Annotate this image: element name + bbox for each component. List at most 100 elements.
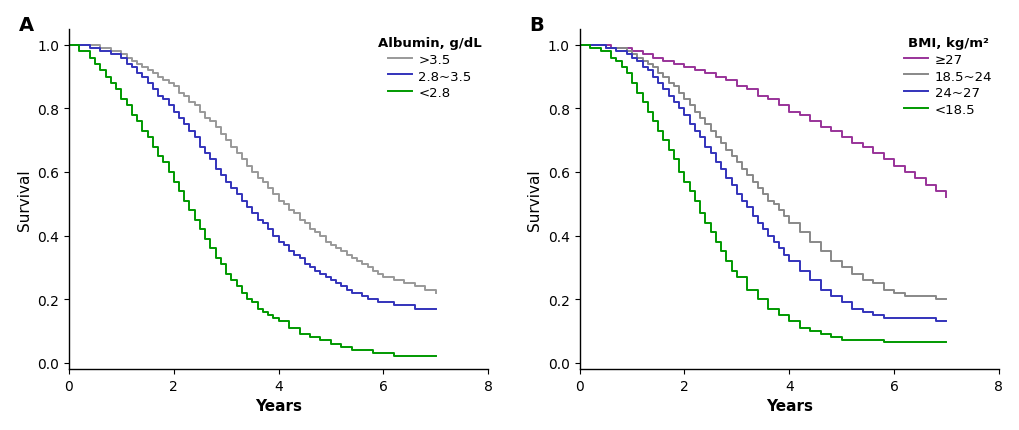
<2.8 <box>240 297 253 302</box>
<18.5 <box>803 329 815 334</box>
≥27 <box>856 144 868 150</box>
18.5~24 <box>656 75 668 80</box>
Line: <2.8: <2.8 <box>69 46 435 356</box>
<18.5 <box>845 338 857 343</box>
<2.8 <box>63 43 75 48</box>
>3.5 <box>63 43 75 48</box>
2.8~3.5 <box>409 306 421 311</box>
≥27 <box>614 46 627 52</box>
≥27 <box>594 43 606 48</box>
≥27 <box>646 56 658 61</box>
Line: 24~27: 24~27 <box>579 46 946 322</box>
≥27 <box>918 183 930 188</box>
X-axis label: Years: Years <box>255 399 302 413</box>
≥27 <box>929 189 942 194</box>
≥27 <box>730 84 742 89</box>
<18.5 <box>699 221 711 226</box>
≥27 <box>866 151 878 156</box>
<18.5 <box>876 340 889 345</box>
24~27 <box>929 319 942 324</box>
<18.5 <box>898 340 910 345</box>
<18.5 <box>662 148 675 153</box>
2.8~3.5 <box>147 88 159 93</box>
Legend: >3.5, 2.8~3.5, <2.8: >3.5, 2.8~3.5, <2.8 <box>377 37 481 100</box>
≥27 <box>709 75 721 80</box>
≥27 <box>751 94 763 99</box>
24~27 <box>573 43 585 48</box>
≥27 <box>898 170 910 175</box>
Line: 2.8~3.5: 2.8~3.5 <box>69 46 435 309</box>
<2.8 <box>429 354 441 359</box>
≥27 <box>636 52 648 58</box>
<18.5 <box>621 72 633 77</box>
Line: 18.5~24: 18.5~24 <box>579 46 946 299</box>
≥27 <box>667 62 680 68</box>
24~27 <box>940 319 952 324</box>
24~27 <box>683 123 695 128</box>
<18.5 <box>918 340 930 345</box>
2.8~3.5 <box>429 306 441 311</box>
≥27 <box>604 46 616 52</box>
<18.5 <box>761 306 773 311</box>
<18.5 <box>835 338 847 343</box>
≥27 <box>656 59 668 64</box>
Legend: ≥27, 18.5~24, 24~27, <18.5: ≥27, 18.5~24, 24~27, <18.5 <box>904 37 991 117</box>
≥27 <box>876 157 889 163</box>
≥27 <box>741 88 753 93</box>
Y-axis label: Survival: Survival <box>16 169 32 230</box>
<18.5 <box>678 179 690 184</box>
<18.5 <box>693 211 705 216</box>
<18.5 <box>683 189 695 194</box>
24~27 <box>918 316 930 321</box>
<2.8 <box>178 199 191 204</box>
<18.5 <box>631 91 643 96</box>
<18.5 <box>709 240 721 245</box>
18.5~24 <box>573 43 585 48</box>
24~27 <box>656 88 668 93</box>
2.8~3.5 <box>183 129 196 134</box>
≥27 <box>940 195 952 200</box>
≥27 <box>678 65 690 71</box>
≥27 <box>824 129 837 134</box>
>3.5 <box>172 91 184 96</box>
Line: >3.5: >3.5 <box>69 46 435 293</box>
<18.5 <box>772 313 785 318</box>
Text: B: B <box>529 16 543 35</box>
Line: ≥27: ≥27 <box>579 46 946 198</box>
≥27 <box>814 126 826 131</box>
<18.5 <box>641 110 653 115</box>
<18.5 <box>573 43 585 48</box>
2.8~3.5 <box>199 151 211 156</box>
<18.5 <box>730 275 742 280</box>
<18.5 <box>636 100 648 105</box>
18.5~24 <box>772 208 785 213</box>
<18.5 <box>667 157 680 163</box>
≥27 <box>699 72 711 77</box>
18.5~24 <box>678 97 690 102</box>
<18.5 <box>594 49 606 55</box>
<18.5 <box>929 340 942 345</box>
<18.5 <box>783 319 795 324</box>
Line: <18.5: <18.5 <box>579 46 946 342</box>
<2.8 <box>235 291 248 296</box>
Text: A: A <box>18 16 34 35</box>
≥27 <box>719 78 732 83</box>
<18.5 <box>725 268 737 273</box>
≥27 <box>888 164 900 169</box>
<18.5 <box>584 46 596 52</box>
18.5~24 <box>940 297 952 302</box>
<18.5 <box>604 56 616 61</box>
<18.5 <box>888 340 900 345</box>
<18.5 <box>908 340 920 345</box>
>3.5 <box>288 211 301 216</box>
24~27 <box>772 246 785 251</box>
<2.8 <box>120 103 132 108</box>
<2.8 <box>262 313 274 318</box>
18.5~24 <box>683 103 695 108</box>
24~27 <box>793 268 805 273</box>
24~27 <box>678 113 690 118</box>
<18.5 <box>614 65 627 71</box>
X-axis label: Years: Years <box>765 399 812 413</box>
<18.5 <box>856 338 868 343</box>
2.8~3.5 <box>194 144 206 150</box>
